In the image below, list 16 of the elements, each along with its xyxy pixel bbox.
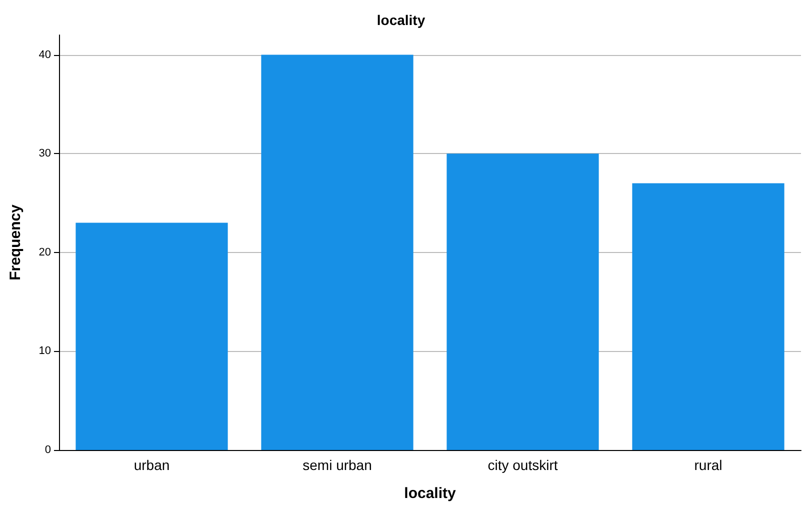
y-tick-label: 30 <box>38 148 51 160</box>
bar <box>632 183 784 450</box>
x-tick-label: rural <box>694 457 722 473</box>
x-tick-label: urban <box>134 457 170 473</box>
x-tick-label: city outskirt <box>488 457 558 473</box>
bar <box>261 54 414 450</box>
bar <box>446 154 599 450</box>
y-tick-label: 20 <box>38 246 51 258</box>
x-tick-label: semi urban <box>302 457 372 473</box>
y-tick-label: 0 <box>44 444 51 456</box>
y-tick-label: 10 <box>38 345 51 358</box>
x-axis-title: locality <box>404 485 456 502</box>
chart-title: locality <box>376 12 426 28</box>
bar <box>76 222 228 450</box>
y-axis-title: Frequency <box>7 204 24 280</box>
y-tick-label: 40 <box>38 48 51 61</box>
